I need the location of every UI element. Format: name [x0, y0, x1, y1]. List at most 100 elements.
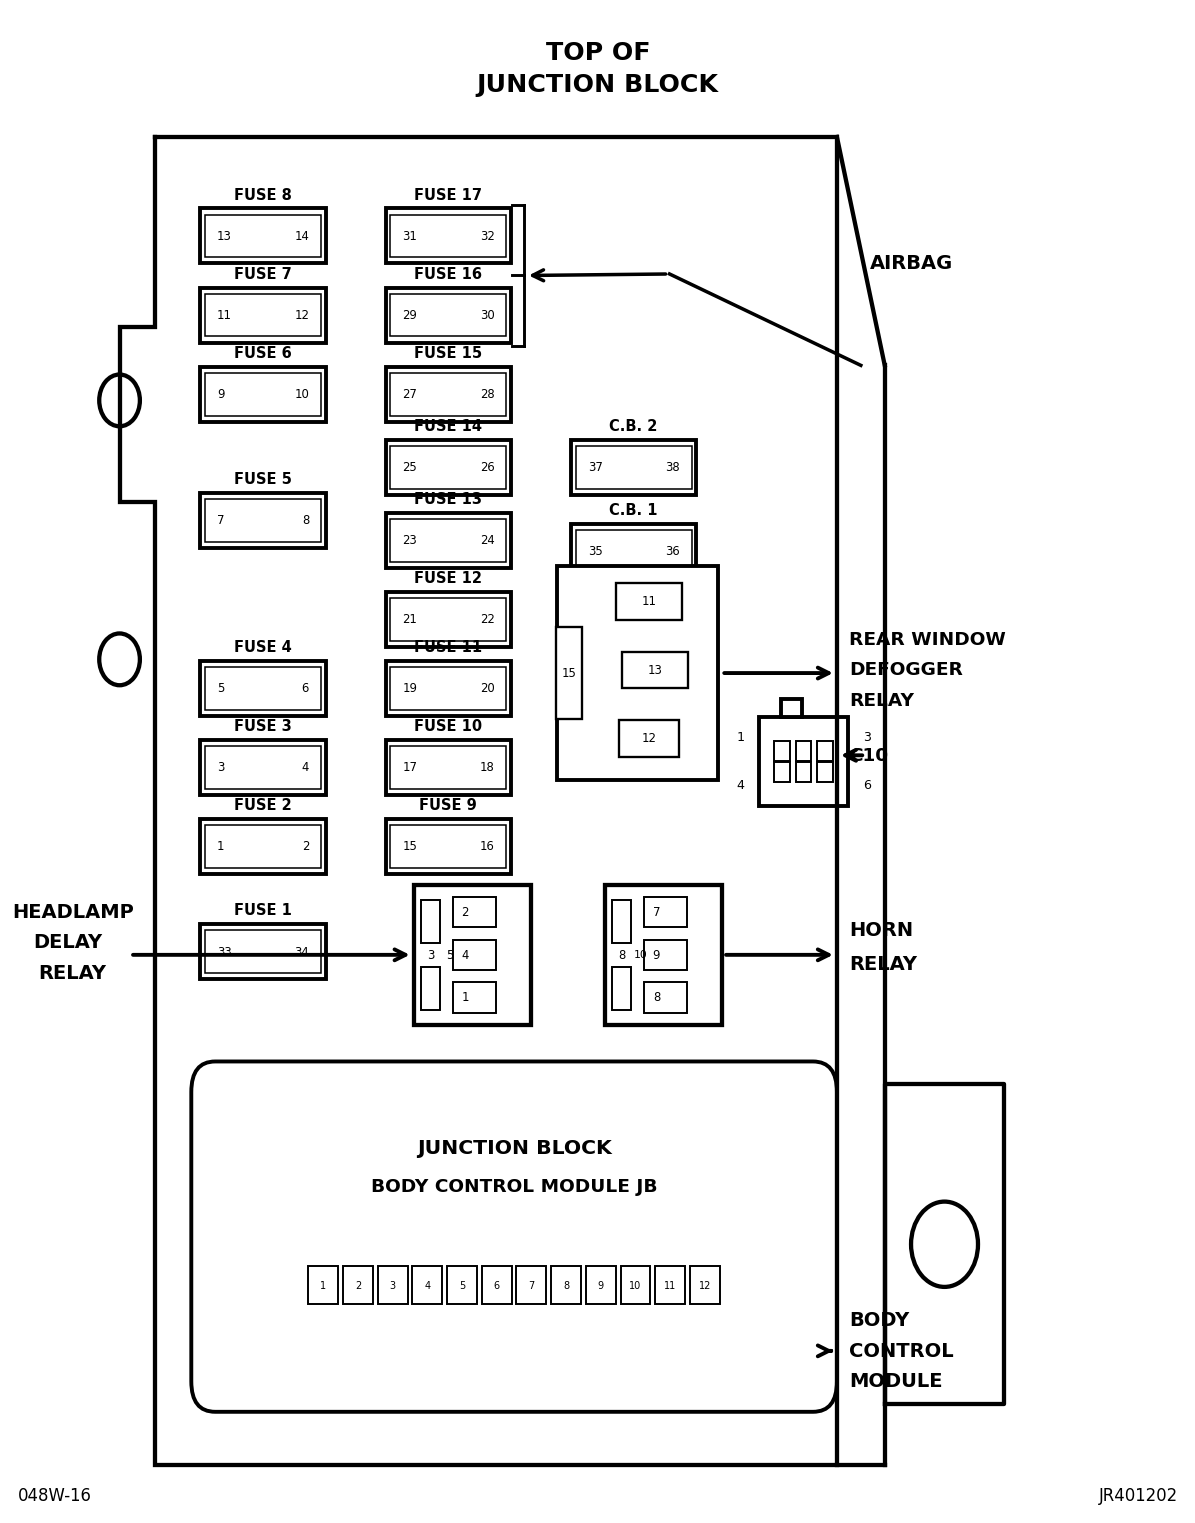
Bar [385, 288, 510, 343]
Text: 7: 7 [652, 906, 660, 918]
Bar [390, 519, 507, 562]
Text: REAR WINDOW: REAR WINDOW [848, 631, 1005, 649]
Bar [453, 940, 496, 970]
Text: FUSE 17: FUSE 17 [415, 187, 482, 203]
Text: 6: 6 [863, 780, 870, 792]
Text: FUSE 1: FUSE 1 [234, 903, 292, 918]
Bar [453, 982, 496, 1013]
Bar [390, 294, 507, 337]
Text: 20: 20 [479, 682, 495, 694]
Text: 27: 27 [402, 388, 417, 401]
Text: C10: C10 [848, 746, 888, 765]
Bar [612, 967, 631, 1010]
Text: 9: 9 [652, 949, 660, 961]
Text: 31: 31 [402, 230, 417, 242]
Text: JUNCTION BLOCK: JUNCTION BLOCK [477, 73, 718, 97]
Bar [385, 592, 510, 647]
Text: 3: 3 [863, 731, 870, 743]
Text: 12: 12 [698, 1281, 711, 1290]
Bar [482, 1267, 511, 1304]
Text: RELAY: RELAY [848, 691, 913, 710]
Text: CONTROL: CONTROL [848, 1342, 954, 1360]
Text: 22: 22 [479, 614, 495, 626]
Bar [617, 583, 682, 620]
Bar [201, 493, 325, 548]
Text: JR401202: JR401202 [1098, 1486, 1177, 1505]
Text: 32: 32 [479, 230, 495, 242]
Text: 25: 25 [402, 461, 417, 474]
Text: 24: 24 [479, 535, 495, 547]
Bar [206, 667, 320, 710]
Text: 2: 2 [301, 841, 308, 853]
Text: 5: 5 [446, 949, 453, 961]
Text: FUSE 9: FUSE 9 [419, 798, 477, 813]
Text: FUSE 10: FUSE 10 [415, 719, 482, 734]
Text: 11: 11 [642, 595, 656, 608]
Text: BODY CONTROL MODULE JB: BODY CONTROL MODULE JB [370, 1177, 657, 1196]
Text: FUSE 16: FUSE 16 [415, 267, 482, 282]
Text: FUSE 5: FUSE 5 [234, 472, 292, 487]
Bar [780, 699, 802, 717]
Bar [343, 1267, 373, 1304]
Text: 5: 5 [217, 682, 225, 694]
Bar [796, 742, 811, 760]
Text: HEADLAMP: HEADLAMP [12, 903, 134, 921]
Bar [421, 967, 440, 1010]
Text: 4: 4 [301, 762, 308, 774]
Bar [576, 530, 692, 573]
Text: FUSE 14: FUSE 14 [415, 419, 482, 434]
Bar [308, 1267, 338, 1304]
Bar [571, 524, 695, 579]
Bar [447, 1267, 477, 1304]
Text: 13: 13 [217, 230, 232, 242]
Bar [551, 1267, 581, 1304]
Text: 8: 8 [618, 949, 625, 961]
Text: 8: 8 [301, 515, 308, 527]
Bar [385, 440, 510, 495]
Bar [390, 746, 507, 789]
Text: 8: 8 [563, 1281, 569, 1290]
Text: 9: 9 [598, 1281, 603, 1290]
Text: 9: 9 [217, 388, 225, 401]
Text: 7: 7 [217, 515, 225, 527]
Text: FUSE 4: FUSE 4 [234, 640, 292, 655]
Bar [571, 440, 695, 495]
Bar [206, 294, 320, 337]
Text: FUSE 8: FUSE 8 [234, 187, 292, 203]
Text: RELAY: RELAY [38, 964, 106, 982]
Text: DEFOGGER: DEFOGGER [848, 661, 962, 679]
Text: C.B. 1: C.B. 1 [609, 503, 657, 518]
Text: 11: 11 [663, 1281, 676, 1290]
Text: HORN: HORN [848, 921, 913, 940]
Bar [201, 367, 325, 422]
Bar [206, 373, 320, 416]
Text: TOP OF: TOP OF [545, 41, 650, 65]
Text: C.B. 2: C.B. 2 [609, 419, 657, 434]
Bar [206, 825, 320, 868]
Text: 6: 6 [494, 1281, 500, 1290]
Bar [796, 763, 811, 783]
Bar [586, 1267, 615, 1304]
Text: FUSE 6: FUSE 6 [234, 346, 292, 361]
Text: FUSE 11: FUSE 11 [415, 640, 482, 655]
Text: 5: 5 [459, 1281, 465, 1290]
Text: 4: 4 [461, 949, 468, 961]
Text: 12: 12 [642, 733, 656, 745]
Bar [605, 885, 722, 1025]
Text: 26: 26 [479, 461, 495, 474]
Text: RELAY: RELAY [848, 955, 917, 973]
Text: BODY: BODY [848, 1311, 908, 1330]
Bar [644, 982, 687, 1013]
Bar [385, 819, 510, 874]
Bar [817, 763, 833, 783]
Bar [385, 513, 510, 568]
Text: 38: 38 [664, 461, 679, 474]
Text: 1: 1 [320, 1281, 326, 1290]
Text: 10: 10 [633, 950, 648, 959]
Bar [201, 924, 325, 979]
Text: 30: 30 [479, 309, 495, 321]
Bar [206, 931, 320, 973]
Bar [516, 1267, 546, 1304]
Text: 15: 15 [562, 667, 576, 679]
Bar [557, 567, 717, 780]
